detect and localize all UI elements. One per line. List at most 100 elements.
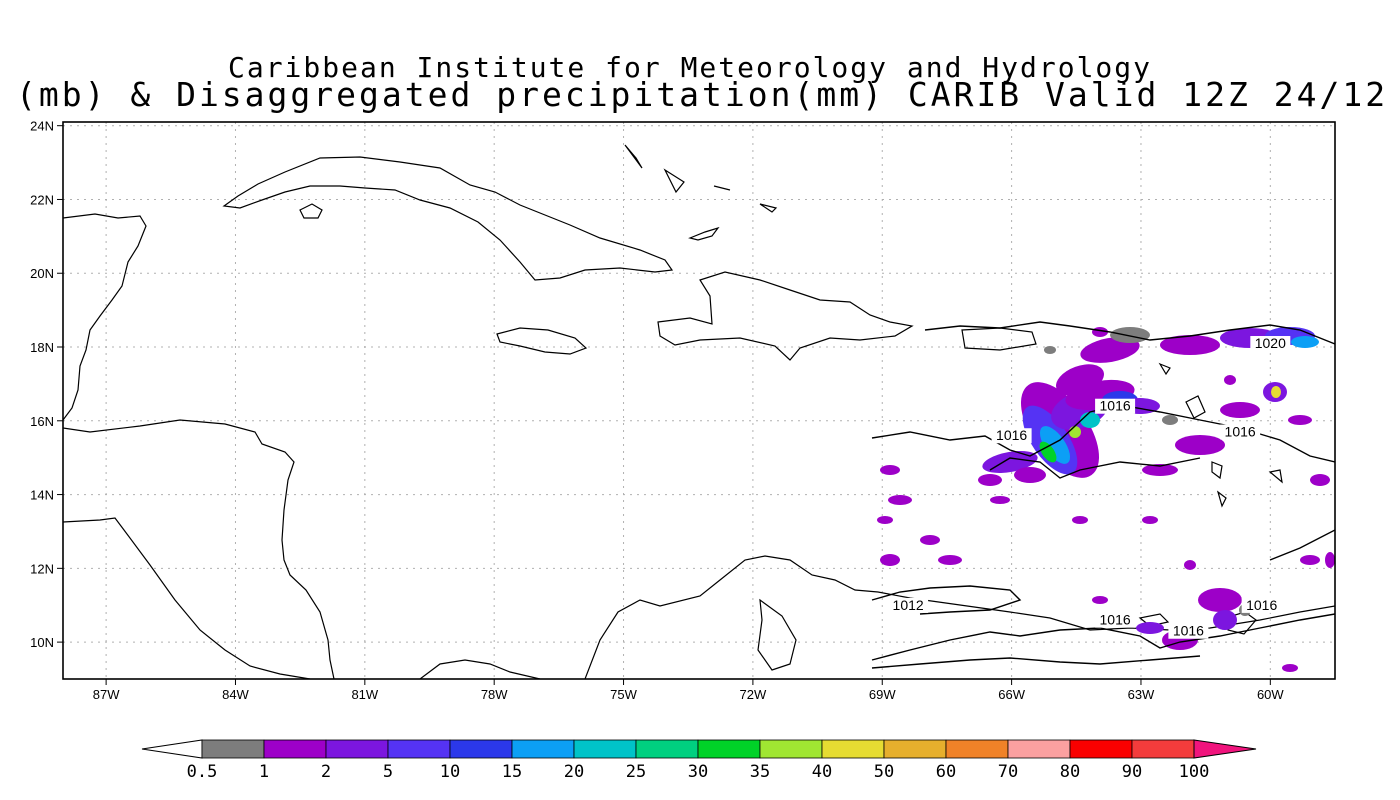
- colorbar-swatch: [1069, 739, 1133, 759]
- contour-1016-north: [871, 404, 1335, 463]
- contour-label-bg: [1220, 424, 1261, 440]
- precip-area: [1310, 474, 1330, 486]
- precip-area: [1136, 622, 1164, 634]
- colorbar-swatch: [883, 739, 947, 759]
- contour-label-bg: [1241, 597, 1282, 613]
- lat-tick-label: 20N: [30, 266, 54, 281]
- precip-area: [1039, 426, 1071, 464]
- contour-label: 1016: [996, 427, 1027, 443]
- precip-area: [982, 451, 1038, 473]
- colorbar-swatch: [821, 739, 885, 759]
- coastline-bahamas-5: [713, 185, 731, 191]
- lat-tick-label: 10N: [30, 635, 54, 650]
- colorbar-label: 1: [259, 762, 269, 782]
- precip-area: [880, 554, 900, 566]
- contour-1016-mid: [989, 457, 1201, 479]
- map-title-line2: (mb) & Disaggregated precipitation(mm) C…: [16, 75, 1400, 114]
- coastline-hispaniola: [657, 271, 914, 361]
- colorbar-swatch: [449, 739, 513, 759]
- precipitation-colorbar: 0.5 1 2 5 10 15 20 25 30 35 40 50 60 70 80 90 100: [141, 739, 1257, 782]
- contour-label-bg: [991, 428, 1032, 444]
- lon-tick-label: 60W: [1257, 687, 1284, 702]
- colorbar-label: 5: [383, 762, 393, 782]
- coastline-barbados: [1268, 469, 1283, 484]
- coastline-colombia: [419, 659, 541, 679]
- coastline-bahamas-2: [759, 203, 778, 213]
- contour-label-bg: [1095, 612, 1136, 628]
- lon-tick-label: 81W: [351, 687, 378, 702]
- contour-1016-south: [871, 613, 1335, 661]
- precip-area: [1044, 346, 1056, 354]
- precip-area: [1198, 588, 1242, 612]
- lat-tick-label: 18N: [30, 340, 54, 355]
- colorbar-swatch: [263, 739, 327, 759]
- coastline-central-america: [63, 213, 147, 421]
- precip-area: [1288, 415, 1312, 425]
- contour-1012: [871, 585, 1022, 615]
- contour-label-bg: [1168, 623, 1209, 639]
- precip-area: [1160, 335, 1220, 355]
- coastline-bahamas-1: [688, 226, 720, 241]
- colorbar-swatch: [573, 739, 637, 759]
- longitude-ticks: 87W 84W 81W 78W 75W 72W 69W 66W 63W 60W: [93, 679, 1284, 702]
- colorbar-label: 25: [626, 762, 646, 782]
- coastline-bahamas-3: [663, 168, 685, 194]
- colorbar-label: 90: [1122, 762, 1142, 782]
- contour-label: 1012: [893, 597, 924, 613]
- pressure-contours: [871, 321, 1335, 669]
- contour-label: 1016: [1100, 398, 1131, 414]
- lon-tick-label: 63W: [1128, 687, 1155, 702]
- precip-area: [1092, 596, 1108, 604]
- precip-area: [1142, 516, 1158, 524]
- grid-lines: [63, 122, 1335, 679]
- precip-area: [888, 495, 912, 505]
- contour-trinidad-east: [1269, 529, 1335, 561]
- precip-area: [1282, 664, 1298, 672]
- contour-label: 1016: [1246, 597, 1277, 613]
- coastline-lake-maracaibo: [757, 598, 797, 671]
- coastline-costa-rica-panama: [63, 517, 311, 679]
- colorbar-swatch: [635, 739, 699, 759]
- precip-area: [1080, 412, 1100, 428]
- colorbar-under-triangle: [141, 739, 203, 759]
- colorbar-label: 70: [998, 762, 1018, 782]
- precip-area: [1300, 555, 1320, 565]
- contour-label: 1016: [1225, 424, 1256, 440]
- lon-tick-label: 66W: [998, 687, 1025, 702]
- coastline-guadeloupe: [1185, 395, 1206, 419]
- colorbar-label: 0.5: [187, 762, 218, 782]
- colorbar-swatch: [325, 739, 389, 759]
- precip-area: [1072, 516, 1088, 524]
- precip-area: [1291, 336, 1319, 348]
- precip-area: [1069, 426, 1081, 438]
- precip-area: [1162, 415, 1178, 425]
- contour-label-bg: [888, 597, 929, 613]
- colorbar-over-triangle: [1193, 739, 1257, 759]
- precip-area: [1175, 435, 1225, 455]
- precip-area: [990, 496, 1010, 504]
- lon-tick-label: 84W: [222, 687, 249, 702]
- contour-1020: [924, 321, 1335, 345]
- precip-area: [1056, 364, 1104, 396]
- coastline-st-lucia: [1216, 490, 1227, 508]
- contour-label-bg: [1095, 398, 1136, 414]
- lon-tick-label: 75W: [610, 687, 637, 702]
- coastline-jamaica: [496, 327, 588, 355]
- precip-area: [920, 535, 940, 545]
- map-title-line1: Caribbean Institute for Meteorology and …: [227, 51, 1152, 84]
- contour-label-bg: [1250, 336, 1291, 352]
- coastline-isla-juventud: [299, 203, 323, 219]
- map-frame: [62, 121, 1336, 680]
- contour-label: 1020: [1255, 335, 1286, 351]
- colorbar-label: 2: [321, 762, 331, 782]
- colorbar-swatch: [201, 739, 265, 759]
- precip-area: [1325, 552, 1335, 568]
- coastline-cuba: [222, 156, 674, 281]
- lon-tick-label: 78W: [481, 687, 508, 702]
- contour-label: 1016: [1173, 623, 1204, 639]
- contour-1016-south2: [871, 655, 1201, 669]
- colorbar-label: 60: [936, 762, 956, 782]
- coastline-martinique: [1211, 461, 1223, 480]
- coastline-antigua: [1158, 362, 1171, 376]
